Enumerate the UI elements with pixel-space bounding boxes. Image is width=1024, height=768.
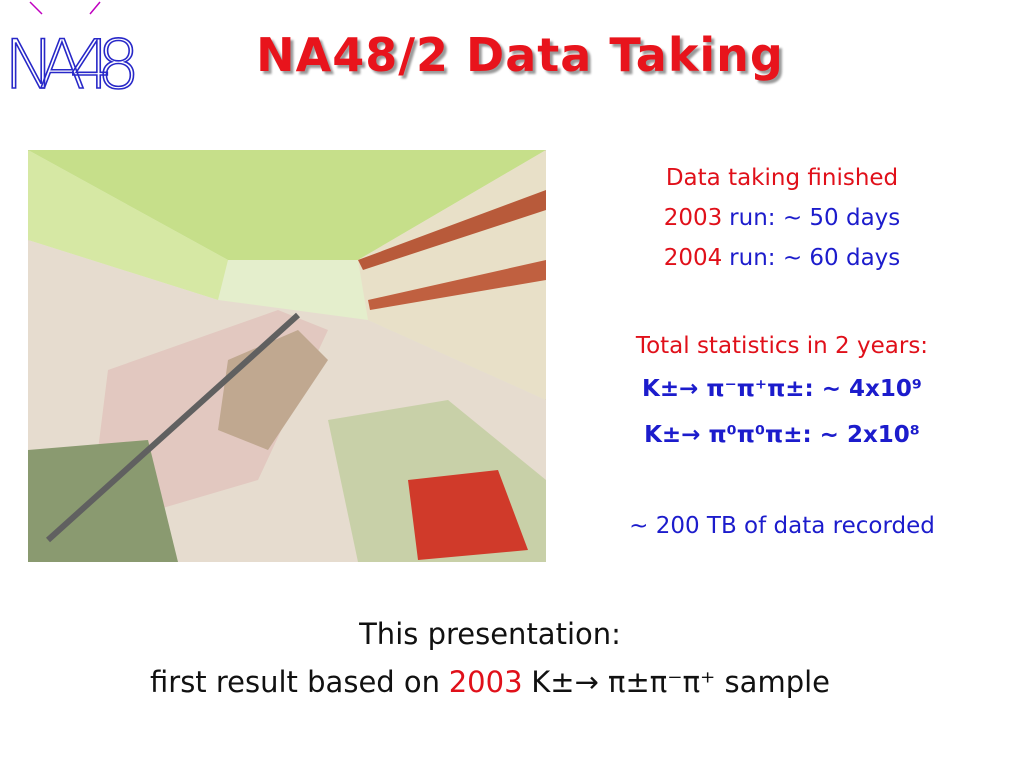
info-panel: Data taking finished 2003 run: ~ 50 days … bbox=[552, 158, 1012, 546]
slide-title: NA48/2 Data Taking bbox=[256, 28, 784, 82]
beam-pipe bbox=[45, 312, 301, 543]
logo: NA48 bbox=[3, 1, 141, 100]
storage: ~ 200 TB of data recorded bbox=[629, 513, 935, 539]
photo bbox=[28, 150, 546, 562]
channel: K±→ π⁻π⁺π±: ~ 4x10⁹ bbox=[642, 376, 922, 402]
beam-rail bbox=[368, 260, 546, 310]
presentation-note: This presentation: first result based on… bbox=[20, 610, 960, 706]
logo-text: NA48 bbox=[4, 26, 140, 100]
logo-arrow bbox=[29, 1, 43, 15]
equipment bbox=[28, 440, 178, 562]
run-line: 2004 run: ~ 60 days bbox=[552, 238, 1012, 278]
run-duration: run: ~ 50 days bbox=[729, 205, 901, 231]
spacer bbox=[552, 458, 1012, 506]
presentation-sample: K±→ π±π⁻π⁺ sample bbox=[531, 665, 830, 699]
run-duration: run: ~ 60 days bbox=[729, 245, 901, 271]
run-year: 2004 bbox=[663, 245, 723, 271]
presentation-heading: This presentation: bbox=[359, 617, 621, 651]
beam-rail bbox=[358, 190, 546, 270]
presentation-prefix: first result based on bbox=[150, 665, 441, 699]
presentation-line: first result based on 2003 K±→ π±π⁻π⁺ samp… bbox=[20, 658, 960, 706]
wall-left bbox=[28, 150, 228, 300]
run-year: 2003 bbox=[663, 205, 723, 231]
spacer bbox=[552, 278, 1012, 326]
ceiling bbox=[28, 150, 546, 260]
logo-arrow bbox=[89, 1, 101, 15]
run-line: 2003 run: ~ 50 days bbox=[552, 198, 1012, 238]
equipment bbox=[408, 470, 528, 560]
status: Data taking finished bbox=[665, 165, 899, 191]
statistics-heading: Total statistics in 2 years: bbox=[635, 333, 929, 359]
channel: K±→ π⁰π⁰π±: ~ 2x10⁸ bbox=[644, 422, 920, 448]
presentation-year: 2003 bbox=[448, 665, 523, 699]
